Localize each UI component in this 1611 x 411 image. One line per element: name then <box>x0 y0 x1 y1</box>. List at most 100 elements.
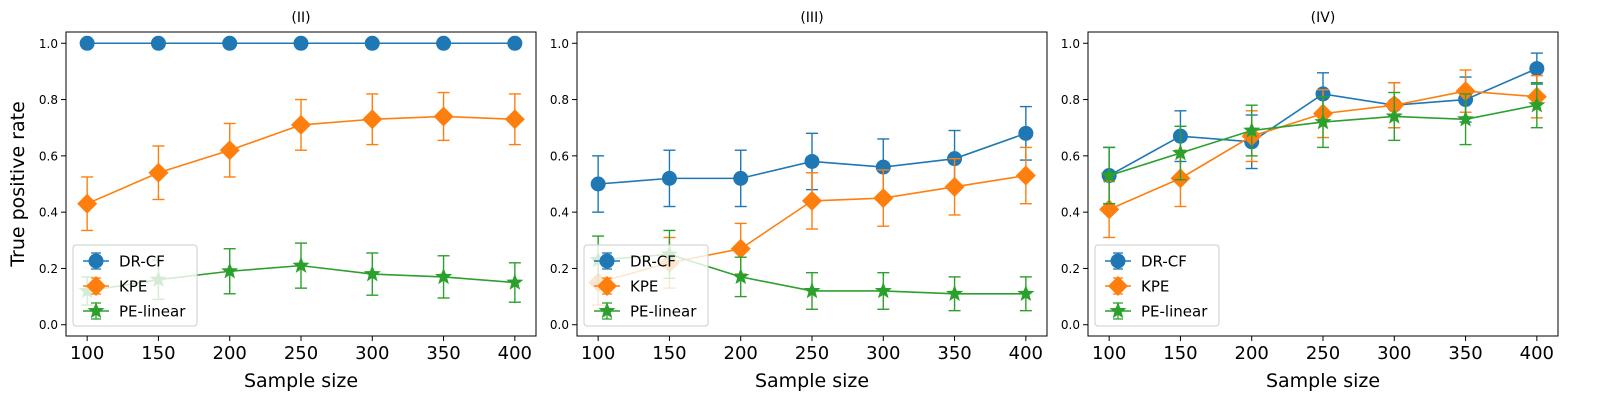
plot-frame <box>1087 31 1559 337</box>
data-point <box>219 140 240 161</box>
legend-label: DR-CF <box>119 253 165 271</box>
data-point <box>873 188 894 209</box>
x-tick-label: 350 <box>937 343 971 364</box>
data-point <box>148 162 169 183</box>
data-point <box>150 35 166 51</box>
series-pe-linear <box>1100 81 1546 205</box>
legend-item: PE-linear <box>83 302 186 321</box>
legend-item: KPE <box>83 276 147 296</box>
x-tick-label: 250 <box>1306 343 1340 364</box>
data-point <box>733 170 749 186</box>
plot-frame <box>576 31 1048 337</box>
legend-label: PE-linear <box>119 303 186 321</box>
legend-label: KPE <box>119 278 147 296</box>
y-tick-label: 0.0 <box>39 318 58 332</box>
data-point <box>590 176 606 192</box>
x-tick-label: 100 <box>581 343 615 364</box>
y-tick-label: 0.8 <box>550 93 569 107</box>
x-tick-label: 400 <box>498 343 532 364</box>
x-tick-label: 200 <box>1235 343 1269 364</box>
y-tick-label: 0.6 <box>39 149 58 163</box>
data-point <box>77 193 98 214</box>
legend-label: DR-CF <box>630 253 676 271</box>
data-point <box>661 170 677 186</box>
data-point <box>291 114 311 135</box>
panel-title: (III) <box>800 10 823 26</box>
x-tick-label: 350 <box>426 343 460 364</box>
legend-item: KPE <box>1105 276 1169 296</box>
x-tick-label: 200 <box>724 343 758 364</box>
legend-item: DR-CF <box>83 252 165 271</box>
panel-title: (IV) <box>1311 10 1336 26</box>
legend-marker <box>1109 302 1127 319</box>
series-kpe <box>77 91 525 232</box>
legend-label: KPE <box>1141 278 1169 296</box>
data-point <box>435 267 453 285</box>
data-point <box>1243 121 1261 138</box>
data-point <box>1017 284 1035 302</box>
series-kpe <box>1099 69 1547 239</box>
y-tick-label: 0.6 <box>1061 149 1080 163</box>
data-point <box>875 159 891 175</box>
x-tick-label: 400 <box>1009 343 1043 364</box>
data-point <box>504 109 525 130</box>
x-tick-label: 400 <box>1520 343 1554 364</box>
data-point <box>944 176 965 197</box>
x-tick-label: 350 <box>1448 343 1482 364</box>
data-point <box>1528 96 1546 113</box>
y-tick-label: 0.4 <box>1061 206 1080 220</box>
legend-item: PE-linear <box>594 302 697 321</box>
y-tick-label: 0.2 <box>1061 262 1080 276</box>
panel-1: (II) 0.0 0.2 0.4 0.6 0.8 1.0 100 150 200 250 300 350… <box>39 10 537 392</box>
legend-item: DR-CF <box>594 252 676 271</box>
plot-frame <box>65 31 537 337</box>
data-point <box>1100 166 1118 183</box>
legend-box <box>72 244 198 327</box>
data-point <box>433 106 454 127</box>
data-point <box>803 281 821 299</box>
data-point <box>804 153 820 169</box>
data-point <box>362 109 383 130</box>
legend-box <box>1094 244 1220 327</box>
series-dr-cf <box>590 105 1034 213</box>
data-point <box>1171 144 1189 161</box>
data-point <box>364 35 380 51</box>
panel-title: (II) <box>291 10 310 26</box>
legend-marker <box>599 253 615 269</box>
x-tick-label: 150 <box>652 343 686 364</box>
legend-item: KPE <box>594 276 658 296</box>
legend-marker <box>86 276 106 296</box>
data-point <box>79 35 95 51</box>
y-tick-label: 0.8 <box>39 93 58 107</box>
y-tick-label: 0.6 <box>550 149 569 163</box>
y-tick-label: 1.0 <box>39 37 58 51</box>
legend-marker <box>87 302 105 319</box>
x-tick-label: 300 <box>355 343 389 364</box>
y-tick-label: 0.4 <box>550 206 569 220</box>
legend-item: PE-linear <box>1105 302 1208 321</box>
x-tick-label: 150 <box>1163 343 1197 364</box>
legend-marker <box>1110 253 1126 269</box>
x-axis-label: Sample size <box>244 370 358 392</box>
data-point <box>802 190 822 211</box>
data-point <box>221 262 239 279</box>
data-point <box>293 35 309 51</box>
data-point <box>1457 110 1475 127</box>
data-point <box>946 284 964 302</box>
y-tick-label: 0.0 <box>1061 318 1080 332</box>
data-point <box>1015 165 1036 186</box>
x-tick-label: 300 <box>866 343 900 364</box>
data-point <box>1385 107 1403 124</box>
legend-label: PE-linear <box>1141 303 1208 321</box>
y-tick-label: 0.0 <box>550 318 569 332</box>
series-dr-cf <box>79 35 523 51</box>
data-point <box>506 273 524 290</box>
data-point <box>1314 113 1332 130</box>
data-point <box>507 35 523 51</box>
x-tick-label: 300 <box>1377 343 1411 364</box>
legend-marker <box>597 276 617 296</box>
data-point <box>874 281 892 299</box>
data-point <box>1455 81 1476 102</box>
x-tick-label: 100 <box>70 343 104 364</box>
